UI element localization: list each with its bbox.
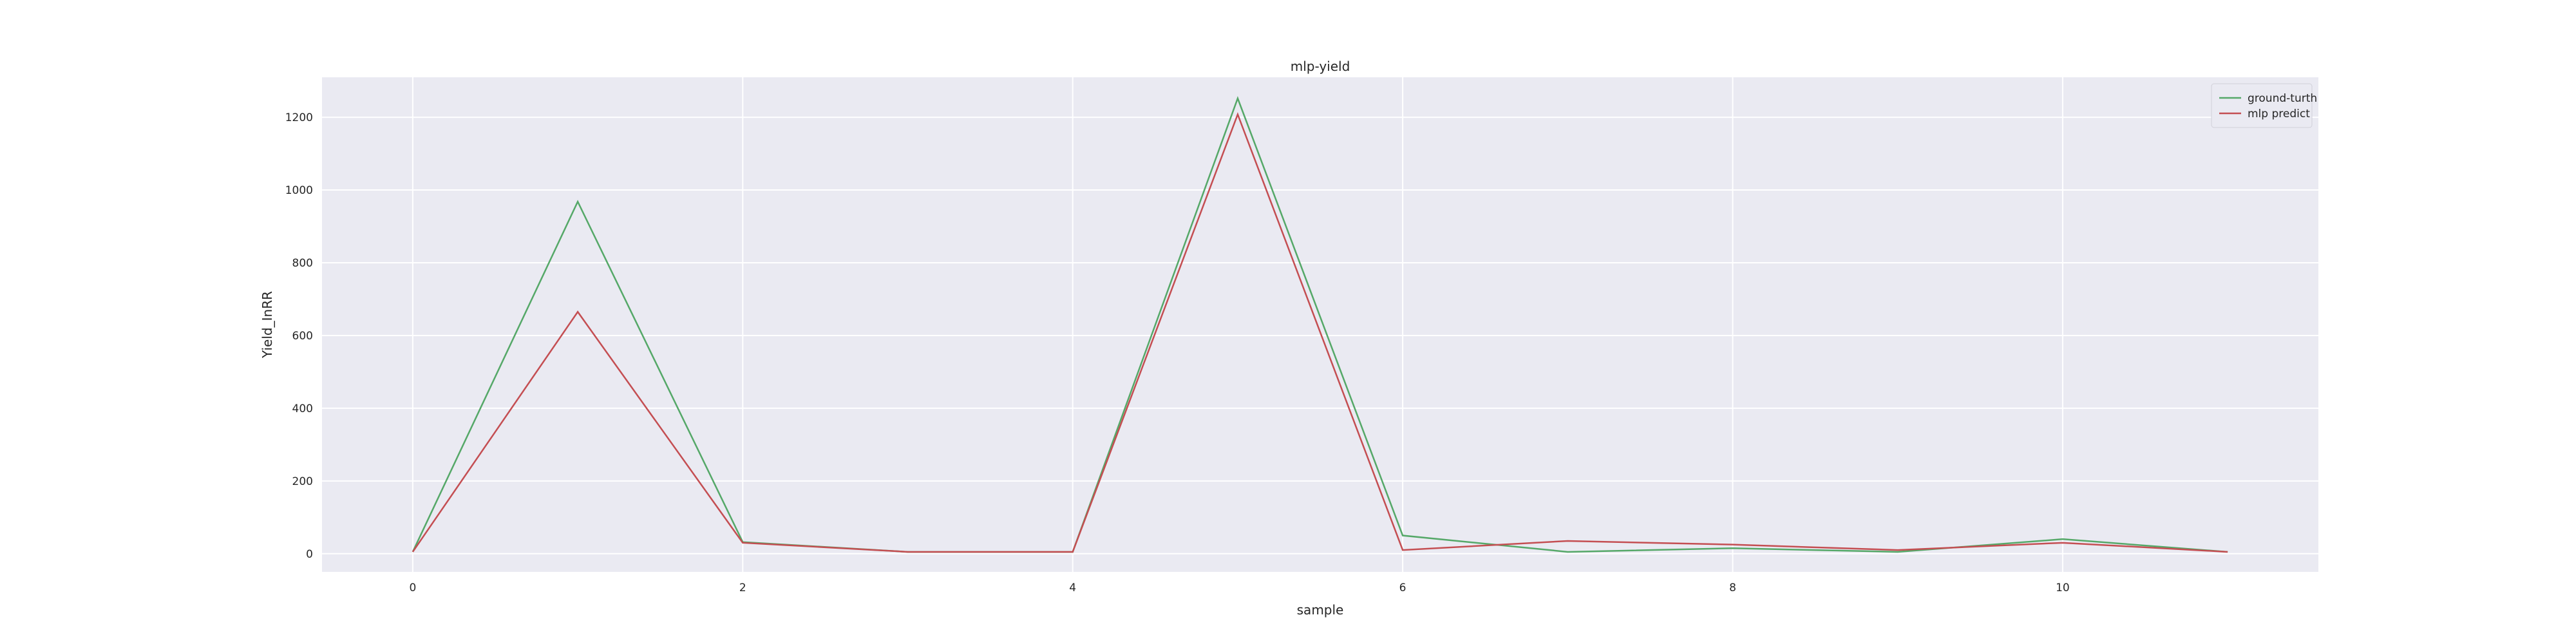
series-lines xyxy=(412,96,2228,553)
y-tick-labels: 0 200 400 600 800 1000 1200 xyxy=(285,111,313,561)
series-line-0 xyxy=(412,96,2228,553)
legend-items: ground-turth mlp predict xyxy=(2219,92,2317,120)
legend-label-1: mlp predict xyxy=(2248,108,2310,120)
legend: ground-turth mlp predict xyxy=(2211,83,2317,128)
y-tick-label: 0 xyxy=(306,548,313,561)
x-tick-label: 0 xyxy=(409,582,416,594)
series-line-1 xyxy=(412,112,2228,553)
x-tick-labels: 0 2 4 6 8 10 xyxy=(409,582,2069,594)
y-tick-label: 400 xyxy=(292,402,313,415)
y-tick-label: 800 xyxy=(292,257,313,270)
x-tick-label: 4 xyxy=(1069,582,1076,594)
legend-box xyxy=(2211,83,2313,128)
plot-area xyxy=(322,77,2318,572)
y-axis-label: Yield_InRR xyxy=(260,291,275,359)
y-tick-label: 200 xyxy=(292,475,313,488)
grid xyxy=(322,77,2318,572)
y-tick-label: 600 xyxy=(292,330,313,343)
x-axis-label: sample xyxy=(1297,602,1344,618)
x-tick-label: 8 xyxy=(1729,582,1736,594)
x-tick-label: 10 xyxy=(2056,582,2070,594)
x-tick-label: 2 xyxy=(739,582,746,594)
chart-title: mlp-yield xyxy=(1291,59,1350,74)
y-tick-label: 1000 xyxy=(285,184,313,197)
legend-label-0: ground-turth xyxy=(2248,92,2317,105)
y-tick-label: 1200 xyxy=(285,111,313,124)
x-tick-label: 6 xyxy=(1399,582,1406,594)
